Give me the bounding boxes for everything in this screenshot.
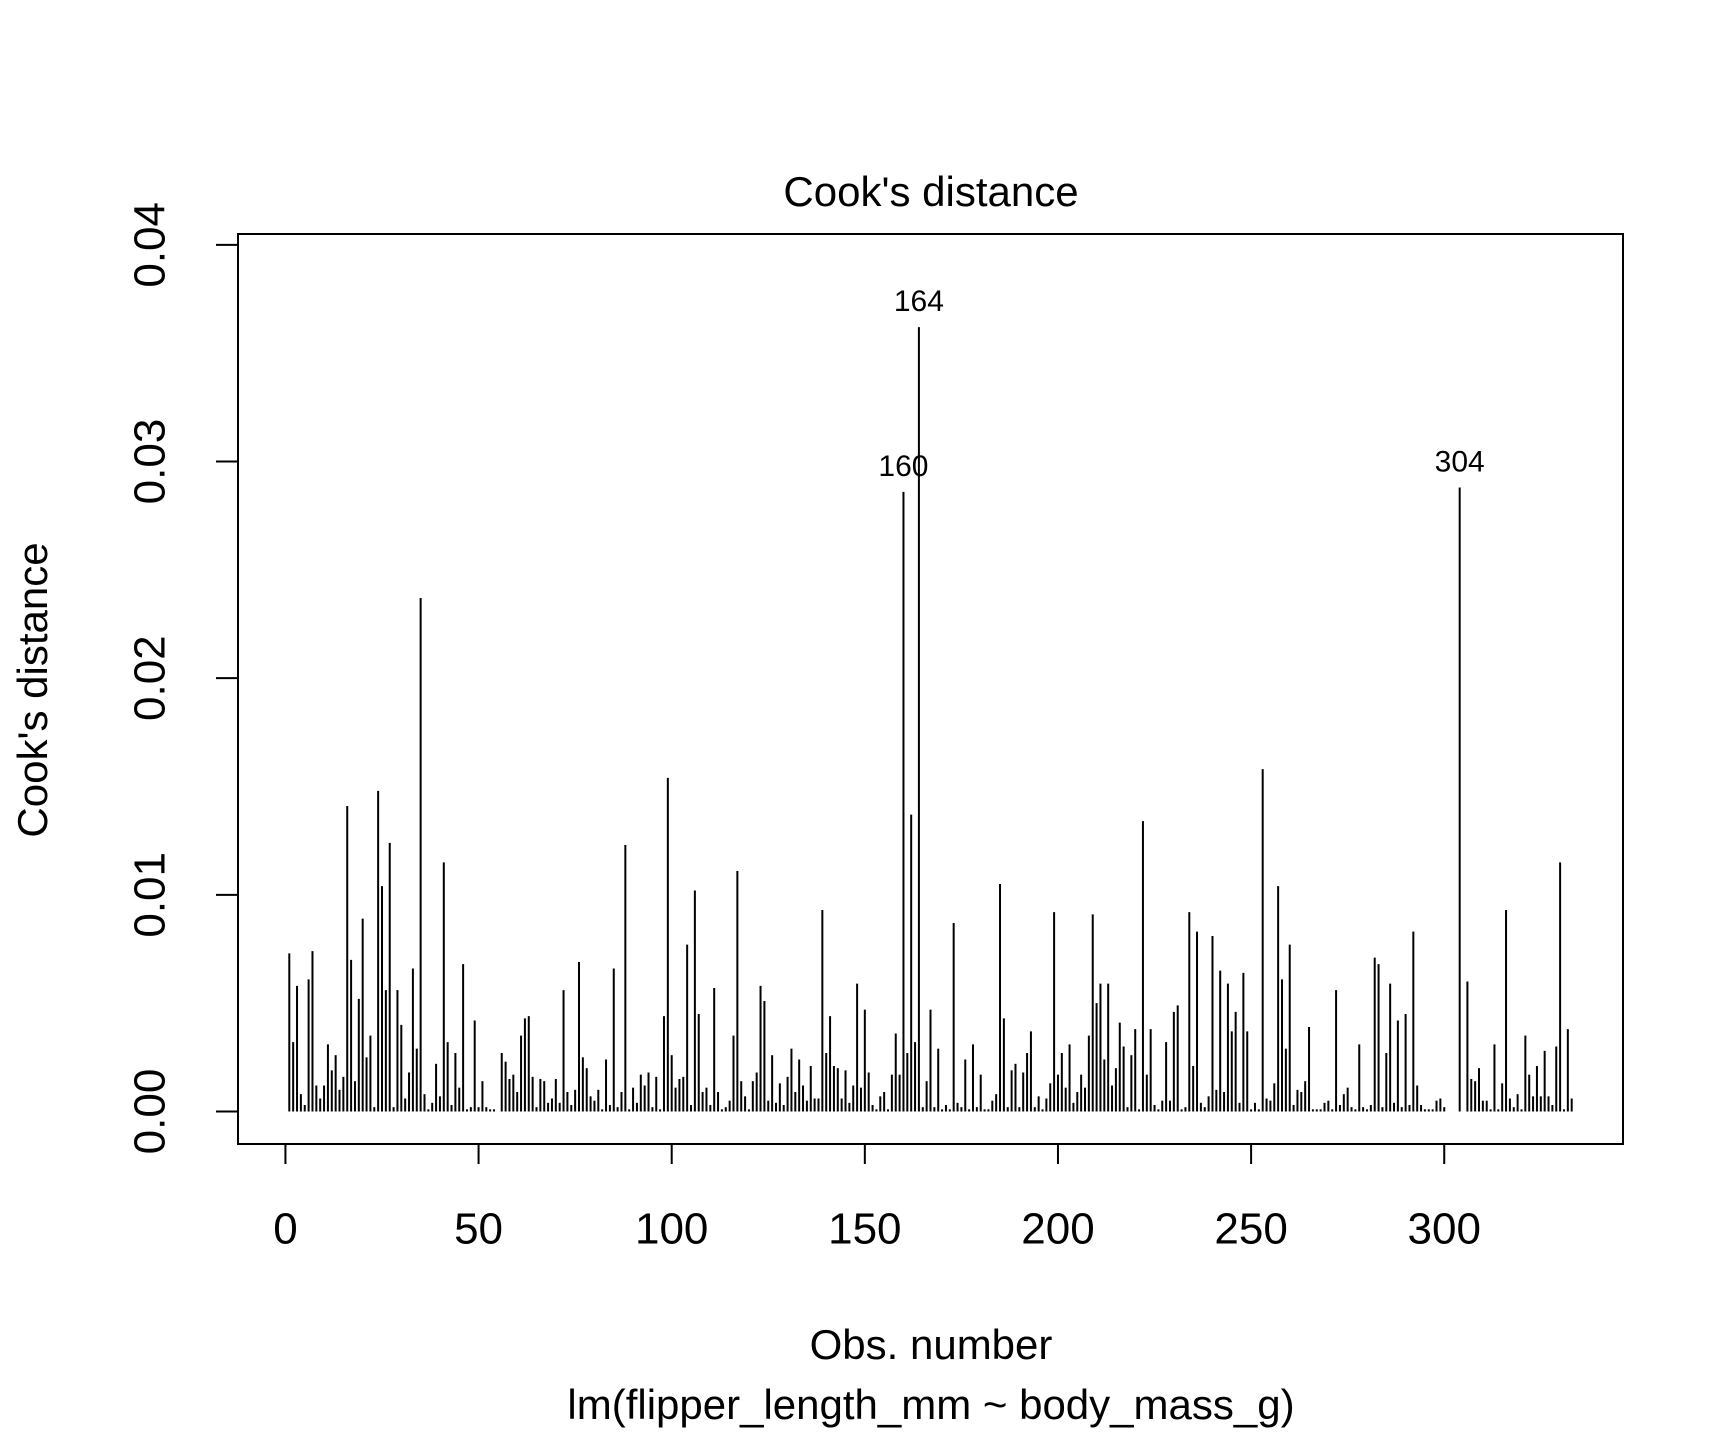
y-tick-label: 0.03 xyxy=(126,419,175,505)
y-tick-label: 0.01 xyxy=(126,852,175,938)
x-tick-label: 300 xyxy=(1408,1205,1481,1254)
point-label: 160 xyxy=(878,450,928,483)
y-axis-label: Cook's distance xyxy=(9,542,56,837)
x-axis-label: Obs. number xyxy=(810,1321,1053,1368)
x-tick-label: 250 xyxy=(1214,1205,1287,1254)
y-tick-label: 0.02 xyxy=(126,635,175,721)
y-tick-label: 0.00 xyxy=(126,1069,175,1155)
plot-frame xyxy=(237,233,1624,1145)
chart-title: Cook's distance xyxy=(783,168,1078,215)
x-tick-label: 50 xyxy=(454,1205,503,1254)
x-tick-label: 150 xyxy=(828,1205,901,1254)
y-tick-label: 0.04 xyxy=(126,202,175,288)
x-tick-label: 100 xyxy=(635,1205,708,1254)
point-label: 164 xyxy=(894,285,944,318)
subtitle: lm(flipper_length_mm ~ body_mass_g) xyxy=(567,1381,1294,1428)
point-label: 304 xyxy=(1435,445,1485,478)
x-tick-label: 200 xyxy=(1021,1205,1094,1254)
x-tick-label: 0 xyxy=(273,1205,297,1254)
